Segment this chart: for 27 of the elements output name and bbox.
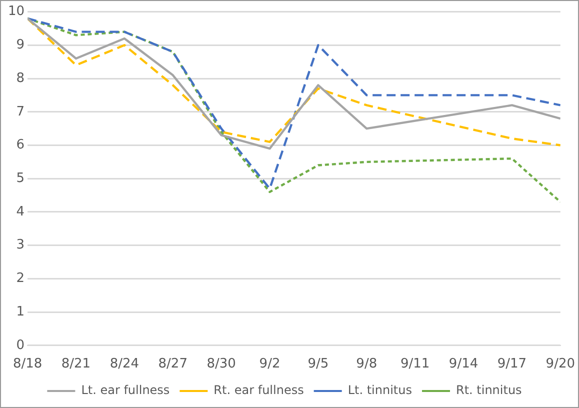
x-tick-label: 9/17 [497, 356, 527, 372]
y-tick-label: 8 [16, 70, 25, 86]
x-tick-label: 8/18 [12, 356, 42, 372]
x-tick-label: 9/20 [546, 356, 576, 372]
y-tick-label: 7 [16, 104, 25, 120]
legend-label: Lt. ear fullness [81, 383, 170, 398]
x-tick-label: 9/8 [356, 356, 378, 372]
y-tick-label: 6 [16, 138, 25, 153]
legend-label: Rt. tinnitus [456, 383, 522, 398]
x-tick-label: 9/11 [400, 356, 430, 372]
y-tick-label: 3 [16, 238, 25, 253]
y-tick-label: 2 [16, 271, 25, 286]
legend-label: Rt. ear fullness [214, 383, 304, 398]
x-tick-label: 8/27 [158, 356, 188, 372]
y-tick-label: 1 [16, 304, 25, 320]
y-tick-label: 0 [16, 338, 25, 353]
y-tick-label: 4 [16, 204, 25, 220]
x-tick-label: 9/5 [308, 356, 329, 372]
y-tick-label: 9 [16, 38, 25, 53]
y-tick-label: 5 [16, 170, 25, 186]
x-tick-label: 9/14 [448, 356, 478, 372]
y-tick-label: 10 [8, 4, 25, 20]
x-tick-label: 9/2 [259, 356, 280, 372]
x-tick-label: 8/30 [206, 356, 236, 372]
legend-label: Lt. tinnitus [348, 383, 412, 398]
x-tick-label: 8/24 [110, 356, 140, 372]
x-tick-label: 8/21 [61, 356, 91, 372]
